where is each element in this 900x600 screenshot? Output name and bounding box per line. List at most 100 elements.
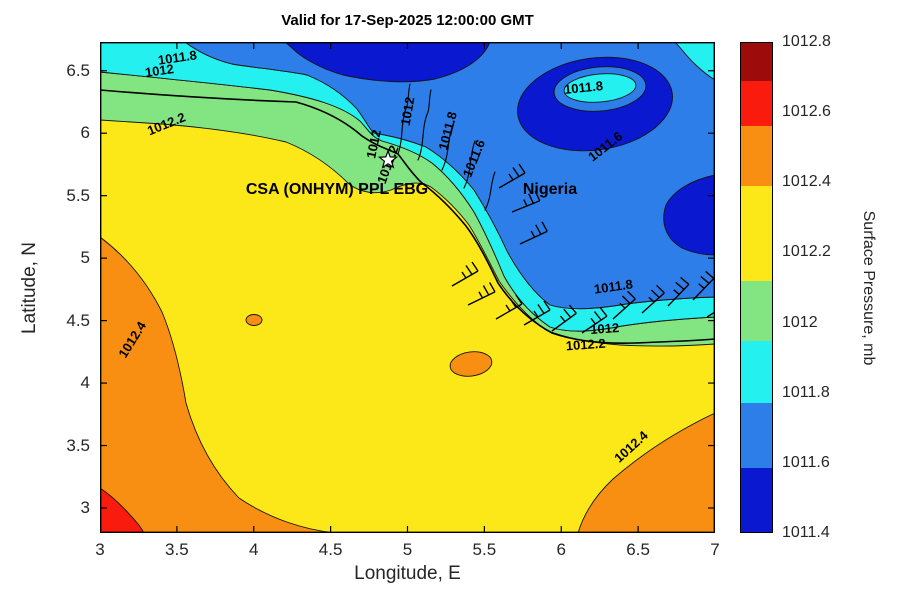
map-annotation: Nigeria: [523, 181, 577, 198]
colorbar-tick-label: 1012: [782, 313, 818, 331]
colorbar-stripe: [740, 341, 773, 403]
wind-barb-stroke: [498, 172, 526, 189]
wind-barb-stroke: [650, 289, 660, 299]
colorbar-stripe: [740, 126, 773, 186]
river-line: [441, 121, 455, 171]
wind-barb-stroke: [511, 200, 541, 213]
y-tick-label: 4: [80, 373, 90, 393]
colorbar: [740, 42, 773, 533]
y-tick-label: 5.5: [66, 185, 90, 205]
colorbar-stripe: [740, 403, 773, 468]
wind-barb-stroke: [559, 315, 566, 323]
wind-barb-stroke: [706, 300, 715, 318]
wind-barb-stroke: [590, 317, 596, 325]
wind-barb-stroke: [528, 193, 535, 204]
wind-barb-stroke: [523, 309, 551, 326]
wind-barb-stroke: [705, 270, 715, 279]
contour-region-orange-west: [100, 236, 337, 533]
wind-barb-stroke: [518, 163, 526, 174]
colorbar-tick-label: 1012.4: [782, 173, 831, 191]
wind-barb-stroke: [505, 304, 511, 312]
colorbar-tick-label: 1011.4: [782, 524, 830, 541]
wind-barb-stroke: [451, 270, 479, 287]
x-tick-label: 6.5: [626, 540, 650, 559]
wind-barb-icon: [495, 294, 523, 320]
wind-barb-icon: [511, 190, 541, 213]
river-line: [463, 140, 476, 189]
colorbar-tick-label: 1012.6: [782, 103, 831, 121]
contour-region-orange-spot-central: [449, 351, 493, 377]
wind-barb-stroke: [515, 294, 523, 305]
wind-barb-icon: [667, 276, 690, 307]
station-star-marker: [377, 149, 399, 169]
wind-barb-stroke: [692, 277, 715, 301]
colorbar-tick-label: 1011.8: [782, 383, 830, 401]
colorbar-tick-label: 1012.8: [782, 33, 831, 50]
wind-barb-stroke: [465, 265, 473, 275]
wind-barb-stroke: [495, 303, 523, 320]
contour-label: 1012: [144, 61, 175, 80]
wind-barb-stroke: [534, 190, 541, 202]
wind-barb-stroke: [599, 307, 608, 317]
colorbar-tick-label: 1011.6: [782, 453, 830, 471]
wind-barb-icon: [612, 290, 636, 320]
wind-barb-stroke: [543, 300, 551, 311]
wind-barb-stroke: [673, 289, 680, 295]
wind-barb-stroke: [535, 224, 542, 235]
wind-barb-stroke: [523, 199, 528, 207]
river-line: [397, 83, 411, 155]
colorbar-stripe: [740, 186, 773, 281]
y-tick-label: 5: [80, 248, 90, 268]
contour-label: 1012.2: [565, 336, 606, 354]
wind-barb-icon: [498, 163, 526, 189]
contour-label: 1012: [398, 96, 418, 127]
colorbar-label: Surface Pressure, mb: [860, 210, 877, 366]
y-tick-label: 6.5: [66, 60, 90, 80]
wind-barb-stroke: [467, 291, 496, 306]
x-tick-label: 3.5: [165, 540, 189, 559]
y-tick-label: 3.5: [66, 435, 90, 455]
wind-barb-stroke: [461, 271, 467, 279]
wind-barb-stroke: [509, 298, 517, 308]
wind-barb-icon: [706, 300, 715, 318]
wind-barb-stroke: [581, 315, 608, 334]
wind-barb-stroke: [627, 290, 636, 300]
contour-region-orange-southeast: [577, 412, 715, 533]
wind-barb-icon: [451, 261, 479, 287]
y-tick-label: 4.5: [66, 310, 90, 330]
wind-barb-stroke: [508, 173, 514, 181]
contour-label: 1011.8: [563, 78, 603, 97]
x-tick-label: 6: [556, 540, 566, 559]
wind-barb-stroke: [641, 292, 665, 314]
x-tick-label: 7: [710, 540, 720, 559]
wind-barb-icon: [551, 304, 577, 332]
contour-label: 1011.8: [593, 276, 634, 296]
contour-map-plot: 1011.810121012.210121012.210121011.81011…: [100, 42, 715, 533]
wind-barb-icon: [641, 284, 665, 314]
wind-barb-icon: [692, 270, 715, 301]
contour-label: 1011.8: [157, 47, 198, 67]
wind-barb-stroke: [680, 276, 690, 285]
contour-region-darkblue-top: [284, 42, 491, 83]
wind-barb-stroke: [700, 275, 710, 284]
plot-title: Valid for 17-Sep-2025 12:00:00 GMT: [281, 12, 534, 29]
wind-barb-stroke: [530, 230, 536, 238]
y-tick-label: 6: [80, 123, 90, 143]
wind-barb-stroke: [478, 291, 484, 299]
wind-barb-stroke: [675, 281, 685, 290]
wind-barb-stroke: [471, 261, 479, 272]
contour-region-darkblue-east-edge: [663, 174, 715, 256]
contour-label: 1012: [590, 320, 620, 337]
colorbar-stripe: [740, 42, 773, 81]
x-tick-label: 5: [402, 540, 413, 559]
x-tick-label: 4.5: [318, 540, 343, 559]
x-tick-label: 3: [95, 540, 105, 559]
x-axis-label: Longitude, E: [354, 563, 461, 584]
wind-barb-stroke: [698, 283, 705, 289]
wind-barb-stroke: [541, 221, 548, 232]
wind-barb-stroke: [656, 284, 665, 294]
wind-barb-stroke: [667, 283, 690, 307]
colorbar-tick-label: 1012.2: [782, 243, 831, 261]
wind-barb-stroke: [482, 285, 490, 296]
